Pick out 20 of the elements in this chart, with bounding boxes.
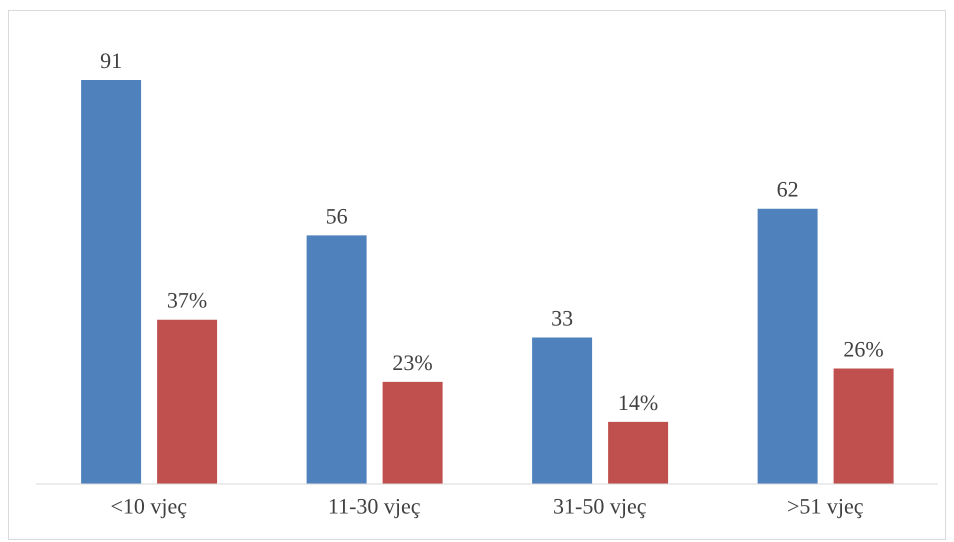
bar [157, 320, 218, 484]
data-label: 37% [166, 288, 208, 313]
bar [758, 208, 818, 484]
data-label: 23% [392, 350, 433, 375]
x-tick-label: <10 vjeç [110, 494, 188, 519]
bar [834, 368, 894, 484]
x-tick-label: 11-30 vjeç [328, 494, 421, 519]
x-tick-label: 31-50 vjeç [553, 494, 647, 519]
bar [306, 235, 367, 484]
data-label: 26% [843, 336, 884, 362]
bar [81, 80, 142, 484]
bar [382, 382, 443, 484]
data-label: 56 [326, 203, 348, 228]
data-label: 91 [100, 48, 122, 73]
data-label: 62 [776, 176, 799, 202]
bar [608, 422, 668, 484]
data-label: 14% [618, 390, 658, 415]
x-tick-label: >51 vjeç [786, 494, 864, 519]
data-label: 33 [551, 305, 574, 330]
bar [532, 337, 592, 484]
